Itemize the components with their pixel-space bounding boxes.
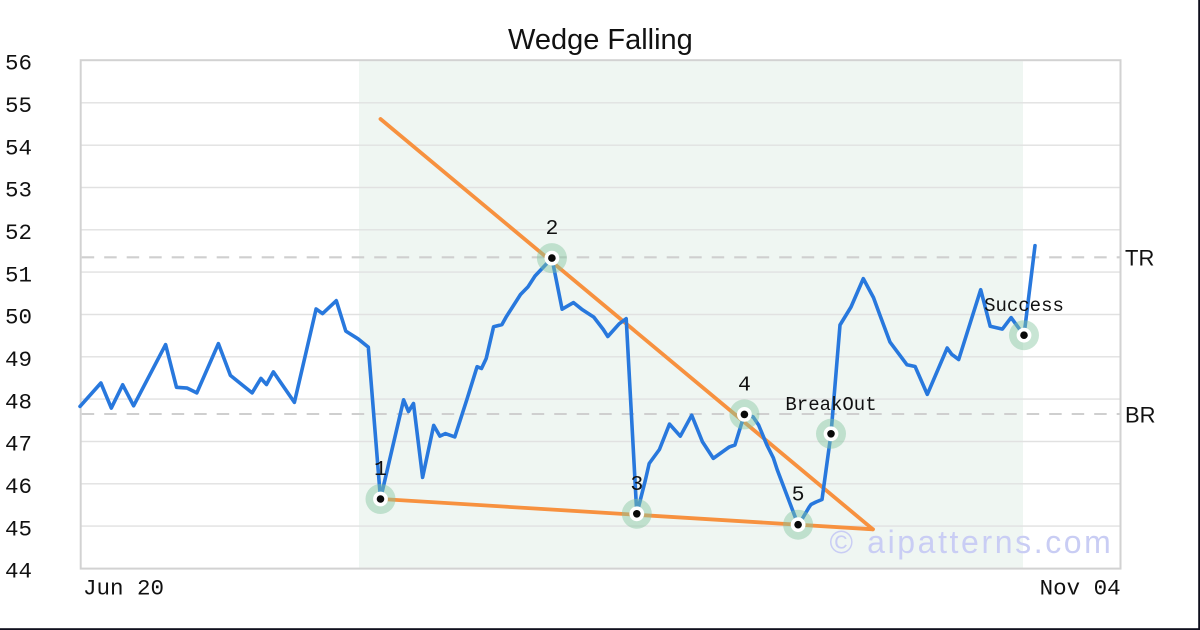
svg-text:46: 46 [5,474,32,500]
svg-text:5: 5 [792,484,805,508]
svg-text:BreakOut: BreakOut [785,394,876,416]
svg-text:56: 56 [5,51,32,77]
svg-text:55: 55 [5,93,32,119]
svg-text:Nov 04: Nov 04 [1040,576,1121,602]
svg-text:49: 49 [5,347,32,373]
svg-text:50: 50 [5,305,32,331]
svg-text:4: 4 [738,373,751,397]
svg-text:51: 51 [5,262,32,288]
svg-text:BR: BR [1125,402,1156,427]
svg-text:Success: Success [984,295,1064,317]
svg-text:54: 54 [5,135,32,161]
svg-text:Wedge Falling: Wedge Falling [508,24,693,56]
svg-text:© aipatterns.com: © aipatterns.com [830,524,1114,560]
svg-text:47: 47 [5,432,32,458]
svg-text:52: 52 [5,220,32,246]
svg-text:44: 44 [5,559,32,585]
svg-text:3: 3 [630,473,643,497]
svg-text:45: 45 [5,516,32,542]
svg-text:53: 53 [5,178,32,204]
svg-text:Jun 20: Jun 20 [83,576,164,602]
svg-text:2: 2 [545,217,558,241]
svg-text:1: 1 [374,458,387,482]
svg-text:TR: TR [1125,246,1154,271]
svg-text:48: 48 [5,389,32,415]
